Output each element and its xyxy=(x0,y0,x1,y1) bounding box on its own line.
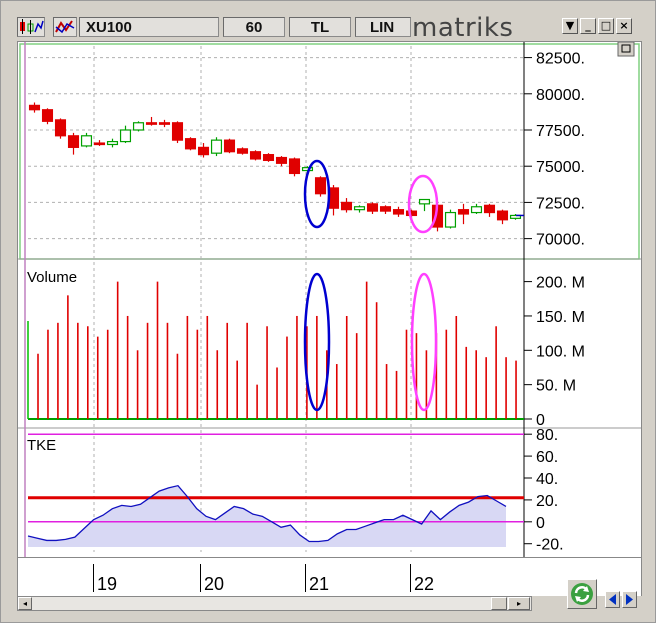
tke-axis-label: 40. xyxy=(536,471,558,488)
candle-body[interactable] xyxy=(119,129,132,143)
tke-axis-label: 20. xyxy=(536,493,558,510)
trend-icon xyxy=(55,20,75,34)
chart-area[interactable]: 82500. 80000. 77500. 75000. 72500. 70000. 200… xyxy=(17,41,642,558)
candle-body[interactable] xyxy=(28,104,41,111)
price-axis-label: 82500. xyxy=(536,51,585,68)
highlight-ellipse-blue-price xyxy=(303,159,331,229)
candle-body[interactable] xyxy=(418,198,431,205)
restore-icon xyxy=(621,44,631,53)
candle-body[interactable] xyxy=(379,206,392,212)
candle-body[interactable] xyxy=(353,206,366,211)
x-axis: 19 20 21 22 xyxy=(17,558,642,596)
tke-axis-label: 0 xyxy=(536,515,545,532)
x-tick xyxy=(200,564,201,592)
candle-body[interactable] xyxy=(314,177,327,195)
brand-logo: matriks xyxy=(412,13,514,43)
x-tick xyxy=(305,564,306,592)
chart-canvas[interactable]: 82500. 80000. 77500. 75000. 72500. 70000. 200… xyxy=(18,41,641,557)
candle-body[interactable] xyxy=(483,204,496,214)
candle-body[interactable] xyxy=(457,209,470,215)
dropdown-arrow-icon[interactable]: ▼ xyxy=(562,18,578,34)
candle-body[interactable] xyxy=(496,210,509,221)
scroll-thumb[interactable] xyxy=(491,597,507,610)
volume-axis-label: 50. M xyxy=(536,378,576,395)
candle-body[interactable] xyxy=(288,158,301,175)
candle-body[interactable] xyxy=(509,214,522,219)
candle-body[interactable] xyxy=(145,122,158,125)
candle-body[interactable] xyxy=(54,119,67,137)
candle-body[interactable] xyxy=(223,139,236,153)
volume-axis-label: 150. M xyxy=(536,309,585,326)
candle-body[interactable] xyxy=(67,135,80,148)
volume-axis-label: 100. M xyxy=(536,343,585,360)
candle-body[interactable] xyxy=(444,211,457,228)
volume-panel-title: Volume xyxy=(27,269,77,286)
candle-body[interactable] xyxy=(405,210,418,217)
maximize-icon[interactable]: □ xyxy=(598,18,614,34)
candle-body[interactable] xyxy=(249,151,262,160)
symbol-field[interactable]: XU100 xyxy=(79,17,219,37)
candle-body[interactable] xyxy=(236,148,249,154)
scroll-left-icon[interactable]: ◂ xyxy=(18,597,32,610)
candle-body[interactable] xyxy=(275,156,288,164)
tke-panel-title: TKE xyxy=(27,437,56,454)
candle-body[interactable] xyxy=(210,139,223,154)
tke-area-fill xyxy=(28,485,506,547)
candle-body[interactable] xyxy=(366,203,379,212)
scroll-right-icon[interactable]: ▸ xyxy=(508,597,530,610)
refresh-button[interactable] xyxy=(567,579,597,609)
x-label-22: 22 xyxy=(414,574,435,594)
candle-body[interactable] xyxy=(171,122,184,141)
highlight-ellipse-pink-volume xyxy=(410,272,438,412)
price-axis-label: 72500. xyxy=(536,195,585,212)
chart-type-icon[interactable] xyxy=(17,17,45,37)
x-label-21: 21 xyxy=(309,574,330,594)
price-panel-border xyxy=(19,43,640,260)
candle-body[interactable] xyxy=(392,209,405,215)
scale-field[interactable]: LIN xyxy=(355,17,411,37)
x-tick xyxy=(410,564,411,592)
nav-left-icon xyxy=(609,594,616,605)
price-axis-label: 80000. xyxy=(536,87,585,104)
candle-body[interactable] xyxy=(184,138,197,150)
volume-axis-label: 200. M xyxy=(536,275,585,292)
price-axis-label: 77500. xyxy=(536,123,585,140)
candle-body[interactable] xyxy=(262,154,275,162)
close-icon[interactable]: × xyxy=(616,18,632,34)
tke-axis-label: 80. xyxy=(536,427,558,444)
indicator-icon[interactable] xyxy=(53,17,77,37)
candle-body[interactable] xyxy=(41,109,54,122)
candle-icon xyxy=(20,19,44,34)
candle-body[interactable] xyxy=(93,142,106,146)
price-axis-label: 75000. xyxy=(536,159,585,176)
x-tick xyxy=(93,564,94,592)
highlight-ellipse-blue-volume xyxy=(303,272,331,412)
candle-body[interactable] xyxy=(158,122,171,125)
candle-body[interactable] xyxy=(470,206,483,214)
nav-right-button[interactable] xyxy=(622,591,637,608)
currency-field[interactable]: TL xyxy=(289,17,351,37)
tke-axis-label: 60. xyxy=(536,449,558,466)
candle-body[interactable] xyxy=(197,146,210,156)
candle-body[interactable] xyxy=(106,140,119,146)
candle-body[interactable] xyxy=(340,201,353,211)
x-label-19: 19 xyxy=(97,574,118,594)
candle-body[interactable] xyxy=(80,135,93,147)
volume-axis-label: 0 xyxy=(536,412,545,429)
horizontal-scrollbar[interactable]: ◂ ▸ xyxy=(17,596,532,611)
highlight-ellipse-pink-price xyxy=(407,174,439,234)
nav-left-button[interactable] xyxy=(605,591,620,608)
tke-axis-label: -20. xyxy=(536,537,564,554)
x-label-20: 20 xyxy=(204,574,225,594)
tke-line[interactable] xyxy=(27,484,507,543)
refresh-icon xyxy=(571,583,593,605)
price-axis-label: 70000. xyxy=(536,232,585,249)
minimize-icon[interactable]: _ xyxy=(580,18,596,34)
chart-toolbar: XU100 60 TL LIN matriks ▼ _ □ × xyxy=(17,13,641,43)
candle-body[interactable] xyxy=(132,122,145,131)
panel-restore-button[interactable] xyxy=(617,41,635,57)
period-field[interactable]: 60 xyxy=(223,17,285,37)
nav-right-icon xyxy=(626,594,633,605)
